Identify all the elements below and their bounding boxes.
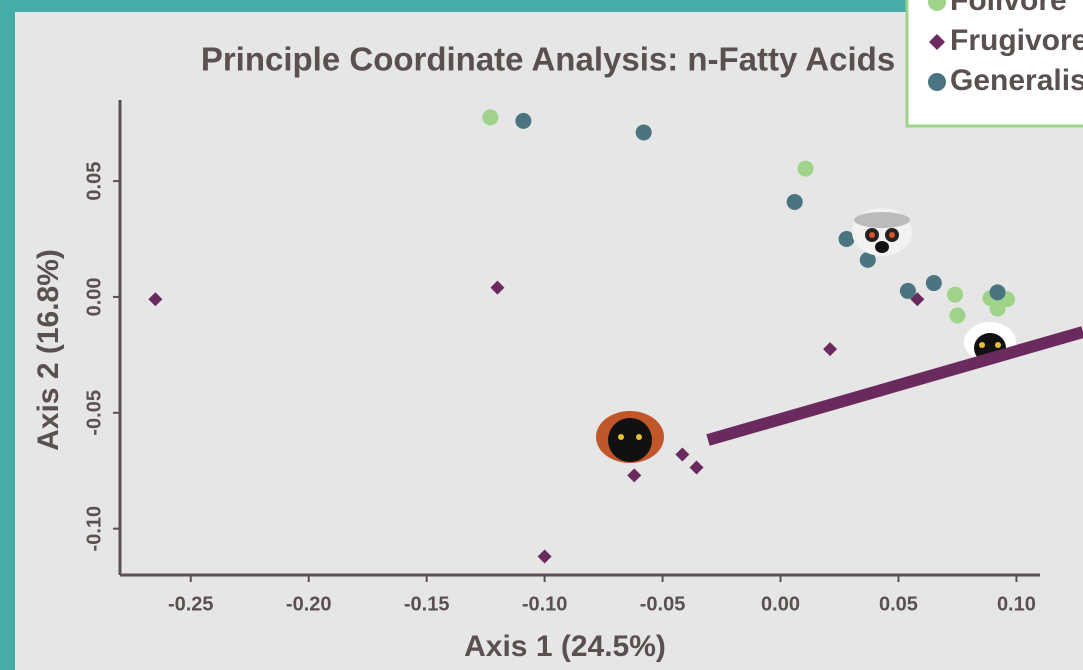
lemur-red-ruffed <box>596 411 664 463</box>
x-tick-label: -0.15 <box>404 593 450 615</box>
x-tick-label: 0.00 <box>761 593 800 615</box>
x-axis-label: Axis 1 (24.5%) <box>464 630 666 663</box>
y-axis-label: Axis 2 (16.8%) <box>32 249 65 451</box>
legend: Folivore Frugivore Generalist <box>907 0 1083 126</box>
lemur-ringtailed <box>852 208 912 256</box>
y-tick-label: 0.05 <box>83 162 105 201</box>
point <box>900 283 916 299</box>
legend-label: Generalist <box>950 64 1083 97</box>
legend-label: Folivore <box>950 0 1067 17</box>
y-tick-label: -0.10 <box>83 506 105 552</box>
legend-label: Frugivore <box>950 24 1083 57</box>
x-tick-label: -0.20 <box>286 593 332 615</box>
y-tick-label: 0.00 <box>83 277 105 316</box>
point <box>990 284 1006 300</box>
point <box>947 287 963 303</box>
point <box>515 113 531 129</box>
point <box>926 275 942 291</box>
x-tick-label: -0.10 <box>522 593 568 615</box>
point <box>990 301 1006 317</box>
legend-marker <box>928 73 946 91</box>
chart: Principle Coordinate Analysis: n-Fatty A… <box>0 0 1083 670</box>
chart-title: Principle Coordinate Analysis: n-Fatty A… <box>201 41 895 78</box>
point <box>636 124 652 140</box>
point <box>949 307 965 323</box>
page: Principle Coordinate Analysis: n-Fatty A… <box>0 0 1083 670</box>
x-tick-label: -0.05 <box>640 593 686 615</box>
point <box>798 161 814 177</box>
x-tick-label: 0.05 <box>879 593 918 615</box>
y-tick-label: -0.05 <box>83 390 105 436</box>
x-tick-label: 0.10 <box>997 593 1036 615</box>
point <box>787 194 803 210</box>
x-tick-label: -0.25 <box>168 593 214 615</box>
point <box>482 109 498 125</box>
